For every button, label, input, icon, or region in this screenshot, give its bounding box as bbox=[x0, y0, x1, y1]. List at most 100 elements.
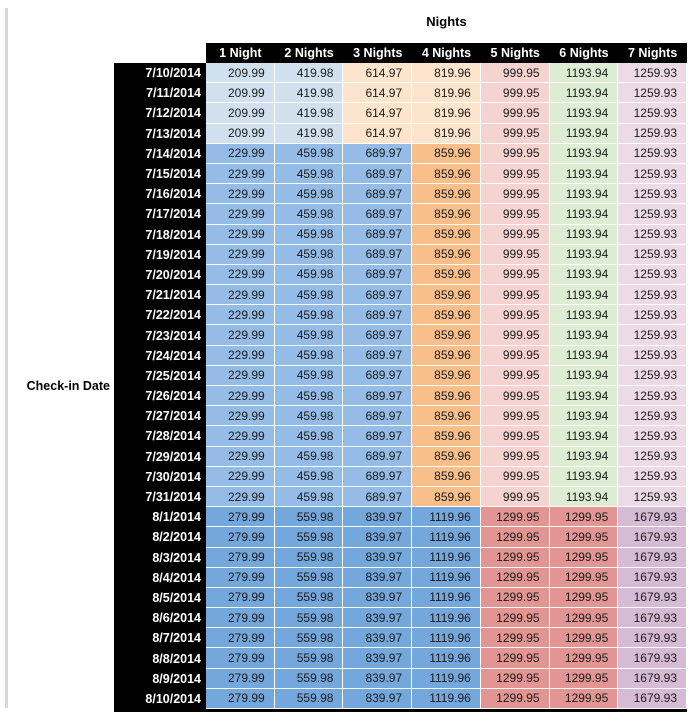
date-cell[interactable]: 7/14/2014 bbox=[114, 143, 206, 164]
price-cell[interactable]: 689.97 bbox=[343, 386, 413, 407]
price-cell[interactable]: 839.97 bbox=[343, 688, 413, 709]
price-cell[interactable]: 689.97 bbox=[343, 305, 413, 326]
price-cell[interactable]: 1259.93 bbox=[618, 63, 687, 84]
price-cell[interactable]: 209.99 bbox=[206, 83, 275, 104]
date-cell[interactable]: 7/21/2014 bbox=[114, 285, 206, 306]
price-cell[interactable]: 459.98 bbox=[274, 446, 344, 467]
price-cell[interactable]: 459.98 bbox=[274, 486, 344, 508]
price-cell[interactable]: 209.99 bbox=[206, 63, 275, 84]
price-cell[interactable]: 1259.93 bbox=[618, 224, 687, 245]
price-cell[interactable]: 279.99 bbox=[206, 587, 275, 609]
price-cell[interactable]: 859.96 bbox=[412, 224, 481, 245]
price-cell[interactable]: 1299.95 bbox=[549, 587, 619, 609]
date-cell[interactable]: 7/25/2014 bbox=[114, 365, 206, 386]
price-cell[interactable]: 1299.95 bbox=[480, 688, 550, 709]
price-cell[interactable]: 999.95 bbox=[480, 446, 550, 467]
price-cell[interactable]: 859.96 bbox=[412, 486, 481, 508]
price-cell[interactable]: 689.97 bbox=[343, 446, 413, 467]
price-cell[interactable]: 819.96 bbox=[412, 83, 481, 104]
price-cell[interactable]: 839.97 bbox=[343, 668, 413, 689]
price-cell[interactable]: 689.97 bbox=[343, 244, 413, 265]
price-cell[interactable]: 689.97 bbox=[343, 365, 413, 386]
price-cell[interactable]: 1299.95 bbox=[549, 648, 619, 669]
price-cell[interactable]: 279.99 bbox=[206, 668, 275, 689]
price-cell[interactable]: 689.97 bbox=[343, 345, 413, 366]
price-cell[interactable]: 999.95 bbox=[480, 103, 550, 124]
column-header-7-nights[interactable]: 7 Nights bbox=[618, 43, 687, 63]
price-cell[interactable]: 459.98 bbox=[274, 386, 344, 407]
price-cell[interactable]: 559.98 bbox=[274, 527, 344, 548]
price-cell[interactable]: 279.99 bbox=[206, 527, 275, 548]
date-cell[interactable]: 8/2/2014 bbox=[114, 527, 206, 548]
price-cell[interactable]: 689.97 bbox=[343, 426, 413, 447]
price-cell[interactable]: 1193.94 bbox=[549, 264, 619, 286]
column-header-1-nights[interactable]: 1 Night bbox=[206, 43, 275, 63]
price-cell[interactable]: 229.99 bbox=[206, 224, 275, 245]
price-cell[interactable]: 1259.93 bbox=[618, 244, 687, 265]
price-cell[interactable]: 1299.95 bbox=[480, 628, 550, 649]
date-cell[interactable]: 7/16/2014 bbox=[114, 184, 206, 205]
price-cell[interactable]: 459.98 bbox=[274, 163, 344, 185]
price-cell[interactable]: 1193.94 bbox=[549, 63, 619, 84]
price-cell[interactable]: 859.96 bbox=[412, 264, 481, 286]
price-cell[interactable]: 999.95 bbox=[480, 285, 550, 306]
price-cell[interactable]: 689.97 bbox=[343, 224, 413, 245]
price-cell[interactable]: 1679.93 bbox=[618, 527, 687, 548]
price-cell[interactable]: 1119.96 bbox=[412, 527, 481, 548]
price-cell[interactable]: 1193.94 bbox=[549, 466, 619, 487]
date-cell[interactable]: 7/24/2014 bbox=[114, 345, 206, 366]
price-cell[interactable]: 819.96 bbox=[412, 103, 481, 124]
price-cell[interactable]: 1259.93 bbox=[618, 486, 687, 508]
price-cell[interactable]: 859.96 bbox=[412, 244, 481, 265]
price-cell[interactable]: 1299.95 bbox=[480, 547, 550, 568]
price-cell[interactable]: 999.95 bbox=[480, 365, 550, 386]
price-cell[interactable]: 839.97 bbox=[343, 587, 413, 609]
price-cell[interactable]: 559.98 bbox=[274, 608, 344, 629]
price-cell[interactable]: 999.95 bbox=[480, 63, 550, 84]
price-cell[interactable]: 559.98 bbox=[274, 648, 344, 669]
price-cell[interactable]: 1193.94 bbox=[549, 83, 619, 104]
date-cell[interactable]: 7/26/2014 bbox=[114, 386, 206, 407]
price-cell[interactable]: 209.99 bbox=[206, 103, 275, 124]
date-cell[interactable]: 8/3/2014 bbox=[114, 547, 206, 568]
price-cell[interactable]: 819.96 bbox=[412, 123, 481, 144]
price-cell[interactable]: 229.99 bbox=[206, 406, 275, 427]
price-cell[interactable]: 559.98 bbox=[274, 567, 344, 588]
price-cell[interactable]: 279.99 bbox=[206, 507, 275, 528]
column-header-4-nights[interactable]: 4 Nights bbox=[412, 43, 481, 63]
price-cell[interactable]: 999.95 bbox=[480, 264, 550, 286]
price-cell[interactable]: 459.98 bbox=[274, 244, 344, 265]
date-cell[interactable]: 7/13/2014 bbox=[114, 123, 206, 144]
price-cell[interactable]: 1119.96 bbox=[412, 648, 481, 669]
price-cell[interactable]: 999.95 bbox=[480, 406, 550, 427]
price-cell[interactable]: 459.98 bbox=[274, 184, 344, 205]
price-cell[interactable]: 859.96 bbox=[412, 466, 481, 487]
price-cell[interactable]: 229.99 bbox=[206, 264, 275, 286]
price-cell[interactable]: 1259.93 bbox=[618, 365, 687, 386]
price-cell[interactable]: 229.99 bbox=[206, 184, 275, 205]
price-cell[interactable]: 819.96 bbox=[412, 63, 481, 84]
price-cell[interactable]: 1193.94 bbox=[549, 224, 619, 245]
date-cell[interactable]: 7/15/2014 bbox=[114, 163, 206, 185]
price-cell[interactable]: 1299.95 bbox=[480, 608, 550, 629]
date-cell[interactable]: 7/23/2014 bbox=[114, 325, 206, 346]
price-cell[interactable]: 999.95 bbox=[480, 224, 550, 245]
price-cell[interactable]: 229.99 bbox=[206, 446, 275, 467]
price-cell[interactable]: 999.95 bbox=[480, 486, 550, 508]
price-cell[interactable]: 859.96 bbox=[412, 325, 481, 346]
price-cell[interactable]: 1679.93 bbox=[618, 608, 687, 629]
price-cell[interactable]: 1259.93 bbox=[618, 143, 687, 164]
price-cell[interactable]: 1193.94 bbox=[549, 143, 619, 164]
price-cell[interactable]: 1119.96 bbox=[412, 628, 481, 649]
price-cell[interactable]: 999.95 bbox=[480, 184, 550, 205]
price-cell[interactable]: 229.99 bbox=[206, 285, 275, 306]
price-cell[interactable]: 689.97 bbox=[343, 264, 413, 286]
price-cell[interactable]: 459.98 bbox=[274, 224, 344, 245]
price-cell[interactable]: 1299.95 bbox=[480, 648, 550, 669]
price-cell[interactable]: 1119.96 bbox=[412, 587, 481, 609]
price-cell[interactable]: 1193.94 bbox=[549, 285, 619, 306]
price-cell[interactable]: 419.98 bbox=[274, 63, 344, 84]
price-cell[interactable]: 1193.94 bbox=[549, 103, 619, 124]
date-cell[interactable]: 8/8/2014 bbox=[114, 648, 206, 669]
price-cell[interactable]: 229.99 bbox=[206, 143, 275, 164]
